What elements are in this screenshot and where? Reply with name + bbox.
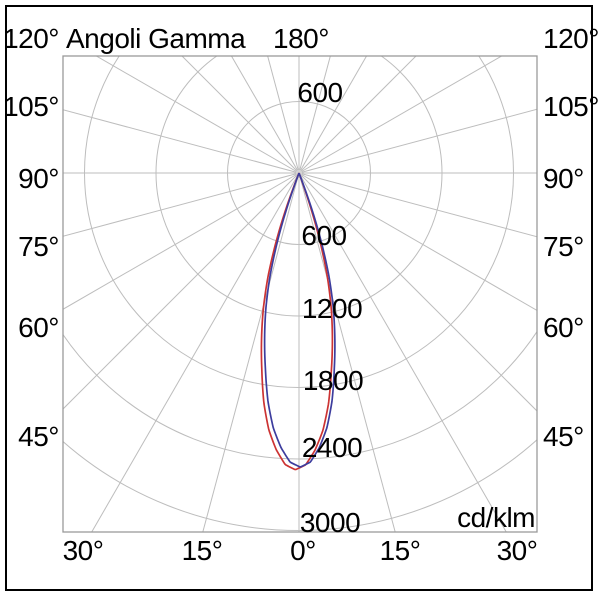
angle-label-left-45: 45°	[18, 421, 59, 452]
radial-tick-1200: 1200	[301, 293, 363, 324]
curve-red	[260, 172, 334, 471]
angle-label-left-75: 75°	[18, 231, 59, 262]
angle-label-right-60: 60°	[543, 312, 584, 343]
angle-label-bottom-0: 0°	[290, 535, 316, 566]
angle-label-left-90: 90°	[18, 163, 59, 194]
angle-label-right-105: 105°	[543, 91, 599, 122]
radial-tick-600-top: 600	[297, 77, 343, 108]
angle-label-right-45: 45°	[543, 421, 584, 452]
angle-label-bottom-15R: 15°	[379, 535, 421, 566]
angle-label-left-120: 120°	[3, 23, 59, 54]
angle-label-bottom-30L: 30°	[62, 535, 104, 566]
angle-label-bottom-15L: 15°	[181, 535, 223, 566]
angle-label-right-75: 75°	[543, 231, 584, 262]
angle-label-180: 180°	[273, 23, 329, 54]
unit-label: cd/klm	[457, 502, 535, 533]
angle-label-right-90: 90°	[543, 163, 584, 194]
radial-tick-3000: 3000	[299, 507, 361, 538]
angle-label-left-105: 105°	[3, 91, 59, 122]
angle-label-right-120: 120°	[543, 23, 599, 54]
angle-label-bottom-30R: 30°	[496, 535, 538, 566]
angle-label-left-60: 60°	[18, 312, 59, 343]
radial-tick-2400: 2400	[301, 432, 363, 463]
chart-title: Angoli Gamma	[66, 23, 246, 54]
radial-tick-600: 600	[301, 220, 347, 251]
radial-tick-1800: 1800	[302, 365, 364, 396]
curve-blue	[263, 172, 336, 468]
